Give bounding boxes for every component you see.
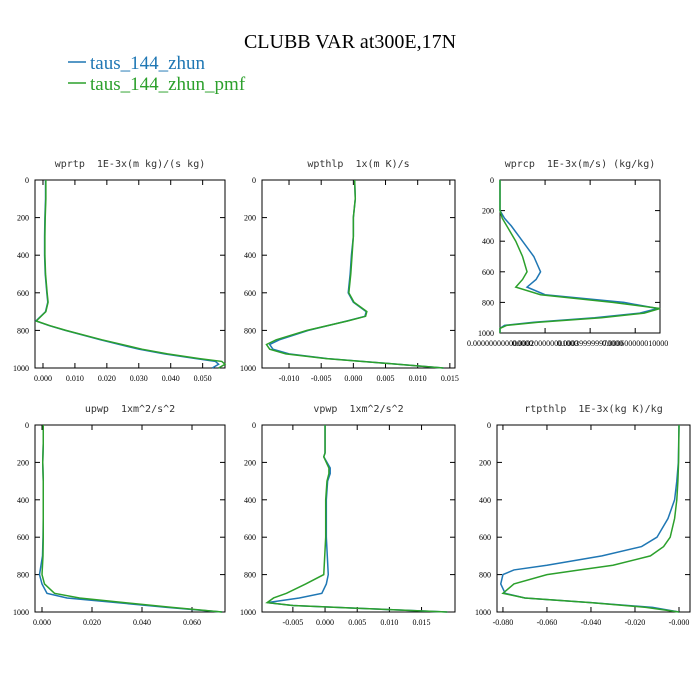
x-tick-label: 0.000000000000000 — [467, 339, 533, 348]
x-tick-label: 0.020 — [83, 618, 101, 627]
y-tick-label: 200 — [244, 214, 256, 223]
series-line — [267, 425, 448, 613]
panel-title: wprtp 1E-3x(m kg)/(s kg) — [55, 159, 206, 170]
y-tick-label: 400 — [17, 251, 29, 260]
x-tick-label: 0.000 — [33, 618, 51, 627]
x-tick-label: -0.005 — [283, 618, 304, 627]
y-tick-label: 800 — [17, 571, 29, 580]
y-tick-label: 800 — [244, 326, 256, 335]
x-tick-label: 0.000 — [34, 374, 52, 383]
plot-frame — [34, 179, 226, 369]
y-tick-label: 1000 — [13, 608, 29, 617]
x-tick-label: 0.010 — [380, 618, 398, 627]
series-line — [41, 425, 223, 613]
y-tick-label: 200 — [479, 458, 491, 467]
y-tick-label: 0 — [487, 421, 491, 430]
x-tick-label: 0.060 — [183, 618, 201, 627]
x-tick-label: 0.050 — [194, 374, 212, 383]
panel-title: wprcp 1E-3x(m/s) (kg/kg) — [505, 159, 656, 170]
panel-title: upwp 1xm^2/s^2 — [85, 404, 175, 415]
x-tick-label: -0.040 — [581, 618, 602, 627]
figure-title: CLUBB VAR at300E,17N — [244, 31, 456, 53]
x-tick-label: -0.080 — [493, 618, 514, 627]
x-tick-label: 0.000 — [316, 618, 334, 627]
y-tick-label: 800 — [482, 298, 494, 307]
x-tick-label: -0.010 — [279, 374, 300, 383]
y-tick-label: 400 — [17, 496, 29, 505]
y-tick-label: 200 — [17, 458, 29, 467]
panel-title: vpwp 1xm^2/s^2 — [313, 404, 403, 415]
series-line — [34, 180, 227, 369]
y-tick-label: 200 — [17, 214, 29, 223]
series-line — [34, 180, 220, 369]
series-line — [265, 179, 444, 369]
panel-title: wpthlp 1x(m K)/s — [307, 159, 409, 170]
x-tick-label: 0.000600000010000 — [602, 339, 668, 348]
y-tick-label: 0 — [252, 421, 256, 430]
x-tick-label: 0.015 — [441, 374, 459, 383]
x-tick-label: 0.000399999970000 — [557, 339, 623, 348]
y-tick-label: 0 — [25, 421, 29, 430]
y-tick-label: 200 — [244, 458, 256, 467]
y-tick-label: 1000 — [240, 608, 256, 617]
y-tick-label: 1000 — [475, 608, 491, 617]
y-tick-label: 800 — [479, 571, 491, 580]
series-line — [265, 425, 448, 613]
x-tick-label: 0.040 — [133, 618, 151, 627]
x-tick-label: 0.005 — [348, 618, 366, 627]
y-tick-label: 1000 — [240, 364, 256, 373]
y-tick-label: 600 — [17, 533, 29, 542]
x-tick-label: -0.000 — [669, 618, 690, 627]
x-tick-label: 0.015 — [413, 618, 431, 627]
plot-frame — [499, 179, 661, 334]
x-tick-label: 0.010 — [66, 374, 84, 383]
y-tick-label: 800 — [17, 326, 29, 335]
plot-frame — [261, 424, 456, 613]
x-tick-label: 0.000 — [344, 374, 362, 383]
y-tick-label: 1000 — [478, 329, 494, 338]
series-line — [501, 424, 680, 613]
x-tick-label: 0.000200000001000 — [512, 339, 578, 348]
series-line — [499, 424, 680, 613]
y-tick-label: 0 — [252, 176, 256, 185]
y-tick-label: 1000 — [13, 364, 29, 373]
y-tick-label: 200 — [482, 207, 494, 216]
y-tick-label: 600 — [482, 268, 494, 277]
x-tick-label: 0.010 — [409, 374, 427, 383]
series-line — [499, 180, 661, 333]
y-tick-label: 0 — [490, 176, 494, 185]
series-line — [499, 180, 658, 333]
y-tick-label: 400 — [479, 496, 491, 505]
x-tick-label: -0.005 — [311, 374, 332, 383]
y-tick-label: 600 — [244, 533, 256, 542]
y-tick-label: 600 — [479, 533, 491, 542]
x-tick-label: 0.030 — [130, 374, 148, 383]
x-tick-label: 0.005 — [377, 374, 395, 383]
y-tick-label: 800 — [244, 571, 256, 580]
plot-frame — [496, 424, 691, 613]
x-tick-label: 0.040 — [162, 374, 180, 383]
y-tick-label: 600 — [17, 289, 29, 298]
series-line — [268, 179, 444, 369]
series-line — [38, 425, 223, 613]
y-tick-label: 400 — [244, 251, 256, 260]
legend-label: taus_144_zhun — [90, 53, 206, 74]
legend-label: taus_144_zhun_pmf — [90, 74, 246, 95]
y-tick-label: 0 — [25, 176, 29, 185]
x-tick-label: -0.020 — [625, 618, 646, 627]
panel-title: rtpthlp 1E-3x(kg K)/kg — [524, 404, 662, 415]
x-tick-label: 0.020 — [98, 374, 116, 383]
y-tick-label: 400 — [244, 496, 256, 505]
y-tick-label: 400 — [482, 237, 494, 246]
y-tick-label: 600 — [244, 289, 256, 298]
plot-frame — [34, 424, 226, 613]
plot-frame — [261, 179, 456, 369]
x-tick-label: -0.060 — [537, 618, 558, 627]
